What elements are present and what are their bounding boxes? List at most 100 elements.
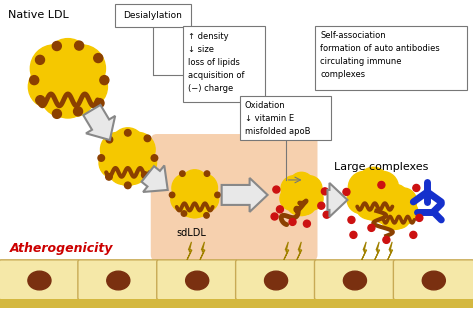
- Circle shape: [144, 135, 151, 142]
- Circle shape: [271, 213, 278, 220]
- Circle shape: [142, 172, 148, 178]
- FancyBboxPatch shape: [314, 260, 395, 300]
- Circle shape: [73, 107, 82, 116]
- Circle shape: [281, 176, 307, 201]
- Circle shape: [300, 187, 323, 210]
- FancyBboxPatch shape: [393, 260, 474, 300]
- FancyBboxPatch shape: [316, 26, 467, 90]
- Text: ↑ density
↓ size
loss of lipids
acquisition of
(−) charge: ↑ density ↓ size loss of lipids acquisit…: [188, 32, 244, 93]
- Circle shape: [416, 214, 423, 221]
- Circle shape: [303, 220, 310, 227]
- Polygon shape: [222, 178, 268, 212]
- Circle shape: [215, 192, 220, 198]
- Circle shape: [175, 175, 215, 215]
- Circle shape: [74, 41, 83, 50]
- Polygon shape: [142, 165, 168, 192]
- Circle shape: [30, 76, 39, 85]
- Circle shape: [99, 147, 130, 178]
- FancyBboxPatch shape: [0, 260, 80, 300]
- Circle shape: [104, 134, 152, 182]
- Text: sdLDL: sdLDL: [177, 228, 207, 238]
- Polygon shape: [187, 242, 192, 260]
- Circle shape: [383, 236, 390, 243]
- Circle shape: [42, 77, 81, 116]
- Circle shape: [125, 129, 131, 136]
- Circle shape: [95, 99, 104, 108]
- Circle shape: [100, 76, 109, 85]
- FancyBboxPatch shape: [157, 260, 237, 300]
- Circle shape: [280, 187, 303, 210]
- Circle shape: [106, 136, 113, 143]
- Text: Native LDL: Native LDL: [8, 10, 69, 20]
- Circle shape: [100, 132, 135, 167]
- Ellipse shape: [264, 271, 288, 290]
- Ellipse shape: [107, 271, 130, 290]
- FancyBboxPatch shape: [240, 96, 331, 140]
- Bar: [0, 260, 473, 308]
- FancyBboxPatch shape: [236, 260, 317, 300]
- Text: Atherogenicity: Atherogenicity: [10, 242, 113, 255]
- Circle shape: [351, 173, 395, 217]
- Text: Self-association
formation of auto antibodies
circulating immune
complexes: Self-association formation of auto antib…: [320, 31, 440, 79]
- Ellipse shape: [343, 271, 366, 290]
- Polygon shape: [362, 242, 367, 260]
- Circle shape: [356, 193, 382, 219]
- Circle shape: [189, 174, 218, 202]
- Circle shape: [125, 182, 131, 188]
- Polygon shape: [388, 242, 392, 260]
- Circle shape: [52, 41, 61, 50]
- Circle shape: [151, 155, 158, 161]
- Circle shape: [126, 147, 156, 178]
- Circle shape: [182, 192, 208, 218]
- Circle shape: [171, 186, 197, 212]
- Circle shape: [321, 188, 328, 195]
- Circle shape: [276, 206, 283, 213]
- Circle shape: [358, 167, 388, 197]
- Circle shape: [181, 211, 187, 216]
- Ellipse shape: [422, 271, 446, 290]
- Circle shape: [383, 184, 408, 210]
- Circle shape: [374, 188, 401, 215]
- Circle shape: [365, 193, 391, 219]
- Polygon shape: [200, 242, 205, 260]
- Circle shape: [359, 192, 388, 220]
- Bar: [0, 299, 473, 308]
- Polygon shape: [328, 183, 347, 217]
- Circle shape: [53, 109, 62, 118]
- Circle shape: [290, 192, 313, 216]
- Text: Desialylation: Desialylation: [123, 11, 182, 20]
- Circle shape: [373, 200, 397, 224]
- Circle shape: [58, 45, 105, 92]
- Circle shape: [323, 211, 330, 218]
- Ellipse shape: [28, 271, 51, 290]
- FancyBboxPatch shape: [151, 134, 318, 261]
- Circle shape: [64, 65, 108, 108]
- Circle shape: [187, 193, 210, 217]
- Circle shape: [343, 188, 350, 195]
- Circle shape: [388, 206, 410, 228]
- Circle shape: [120, 132, 155, 167]
- Circle shape: [94, 53, 103, 62]
- Circle shape: [36, 96, 45, 105]
- Circle shape: [98, 155, 105, 161]
- Polygon shape: [375, 242, 380, 260]
- Circle shape: [348, 171, 380, 203]
- Circle shape: [109, 156, 137, 184]
- Circle shape: [36, 55, 45, 64]
- Circle shape: [383, 205, 408, 229]
- Circle shape: [296, 176, 322, 201]
- Circle shape: [179, 193, 203, 217]
- Circle shape: [180, 171, 185, 176]
- Circle shape: [318, 202, 325, 209]
- Circle shape: [172, 174, 201, 202]
- Circle shape: [118, 156, 147, 184]
- Circle shape: [106, 174, 112, 180]
- Circle shape: [30, 45, 78, 92]
- Circle shape: [381, 206, 403, 228]
- Circle shape: [347, 185, 375, 214]
- Circle shape: [413, 184, 420, 192]
- Circle shape: [289, 172, 314, 197]
- Circle shape: [289, 218, 296, 225]
- Circle shape: [410, 231, 417, 238]
- Circle shape: [35, 47, 101, 113]
